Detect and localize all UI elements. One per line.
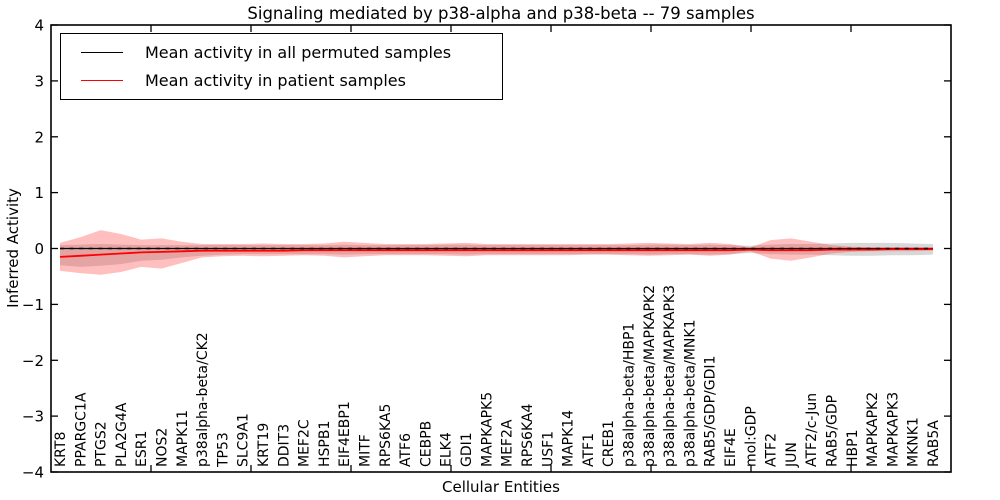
x-category-label: ELK4 <box>439 432 455 467</box>
y-tick-label: −1 <box>22 296 44 314</box>
y-tick-label: −2 <box>22 352 44 370</box>
y-tick-label: 3 <box>34 72 44 90</box>
x-category-label: CREB1 <box>601 420 617 467</box>
y-tick-label: 1 <box>34 184 44 202</box>
x-category-label: PPARGC1A <box>73 392 89 467</box>
x-category-label: ATF2/c-Jun <box>804 393 820 467</box>
x-category-label: MEF2C <box>297 419 313 467</box>
x-category-label: p38alpha-beta/MNK1 <box>682 320 698 468</box>
x-category-label: GDI1 <box>459 432 475 467</box>
x-category-label: MAPK11 <box>175 410 191 467</box>
x-category-label: RAB5A <box>926 420 942 467</box>
x-category-label: MEF2A <box>500 419 516 467</box>
x-category-label: PTGS2 <box>94 421 110 467</box>
x-category-label: PLA2G4A <box>114 402 130 467</box>
x-category-label: MKNK1 <box>906 417 922 467</box>
x-category-label: USF1 <box>540 431 556 467</box>
x-category-label: NOS2 <box>155 428 171 467</box>
confidence-bands <box>60 230 933 275</box>
x-category-label: MAPK14 <box>561 410 577 467</box>
x-category-label: RPS6KA4 <box>520 404 536 467</box>
x-category-label: KRT19 <box>256 423 272 467</box>
x-category-label: MITF <box>358 434 374 467</box>
y-tick-label: 2 <box>34 128 44 146</box>
y-axis-ticks: 4 3 2 1 0 −1 −2 −3 −4 <box>22 17 951 482</box>
x-category-label: HBP1 <box>845 430 861 467</box>
permuted-line-swatch-icon <box>81 52 123 53</box>
chart-title: Signaling mediated by p38-alpha and p38-… <box>247 4 755 23</box>
x-category-label: p38alpha-beta/CK2 <box>195 332 211 467</box>
x-category-label: MAPKAPK5 <box>479 392 495 467</box>
patient-line-swatch-icon <box>81 80 123 81</box>
mean-lines <box>59 247 933 258</box>
x-category-label: EIF4EBP1 <box>337 401 353 467</box>
y-tick-label: 4 <box>34 17 44 35</box>
x-category-label: RAB5/GDP <box>825 395 841 467</box>
x-category-label: ATF2 <box>764 433 780 467</box>
x-category-label: ESR1 <box>134 431 150 467</box>
x-category-labels: KRT8 PPARGC1A PTGS2 PLA2G4A ESR1 NOS2 MAPK11 p3… <box>53 285 942 468</box>
x-axis-label: Cellular Entities <box>442 478 560 496</box>
x-category-label: MAPKAPK3 <box>885 392 901 467</box>
y-tick-label: −3 <box>22 408 44 426</box>
x-category-label: ATF1 <box>581 433 597 467</box>
x-category-label: RAB5/GDP/GDI1 <box>703 356 719 467</box>
x-category-label: RPS6KA5 <box>378 404 394 467</box>
legend-entry-patient: Mean activity in patient samples <box>73 71 490 90</box>
x-category-label: MAPKAPK2 <box>865 392 881 467</box>
legend-entry-permuted: Mean activity in all permuted samples <box>73 43 490 62</box>
y-tick-label: 0 <box>34 240 44 258</box>
x-category-label: EIF4E <box>723 428 739 467</box>
legend-label-patient: Mean activity in patient samples <box>145 71 406 90</box>
x-category-label: p38alpha-beta/MAPKAPK2 <box>642 285 658 467</box>
x-category-label: ATF6 <box>398 433 414 467</box>
x-category-label: JUN <box>784 442 800 468</box>
y-tick-label: −4 <box>22 464 44 482</box>
x-category-label: HSPB1 <box>317 421 333 467</box>
x-category-label: CEBPB <box>418 421 434 467</box>
legend: Mean activity in all permuted samples Me… <box>60 33 503 100</box>
x-category-label: KRT8 <box>53 432 69 467</box>
x-category-label: DDIT3 <box>276 424 292 467</box>
x-category-label: TP53 <box>215 432 231 468</box>
patient-mean-line <box>59 248 933 258</box>
x-category-label: p38alpha-beta/HBP1 <box>622 323 638 467</box>
x-axis-ticks <box>150 25 852 472</box>
x-category-label: mol:GDP <box>743 406 759 467</box>
x-category-label: p38alpha-beta/MAPKAPK3 <box>662 285 678 467</box>
legend-label-permuted: Mean activity in all permuted samples <box>145 43 452 62</box>
x-category-label: SLC9A1 <box>236 413 252 467</box>
patient-band <box>60 230 933 275</box>
